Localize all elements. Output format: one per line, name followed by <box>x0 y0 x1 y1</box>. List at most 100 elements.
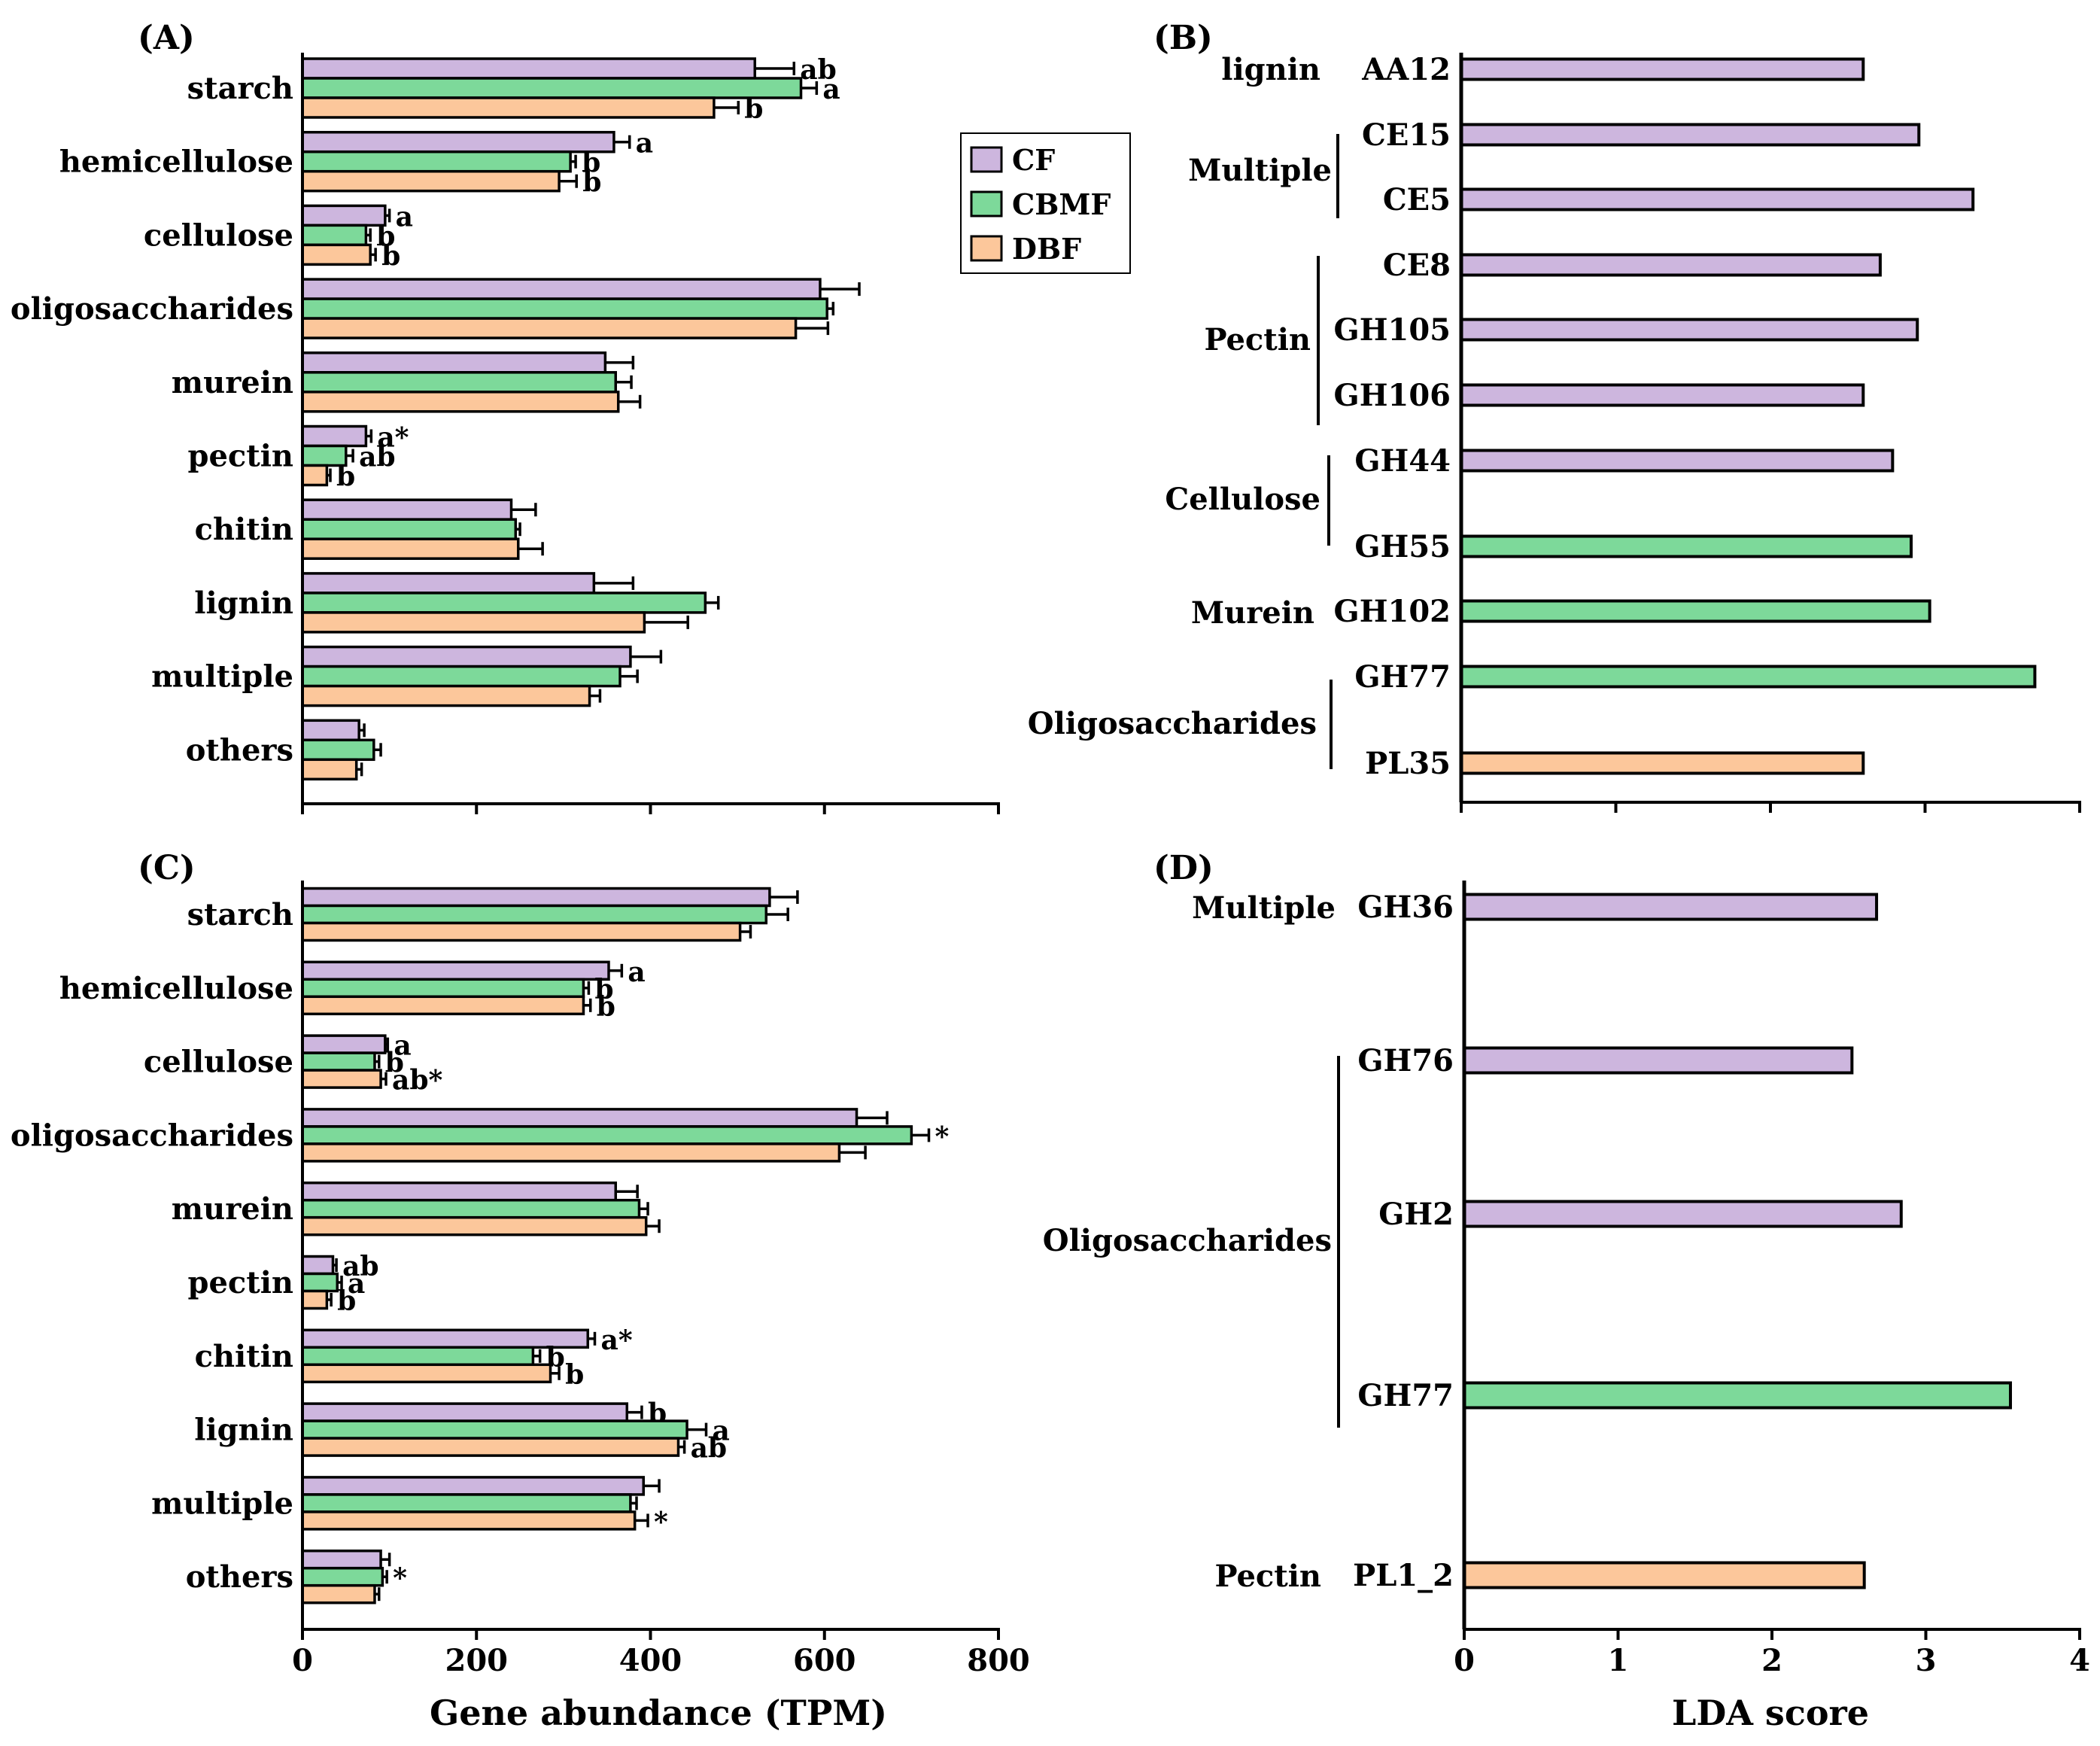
category-label-pectin: pectin <box>187 1265 293 1300</box>
significance-label-dbf-chitin: b <box>565 1359 584 1391</box>
x-tick-label-1: 1 <box>1608 1643 1629 1678</box>
group-label-multiple: Multiple <box>1192 890 1336 926</box>
bar-dbf-pectin <box>301 1289 329 1310</box>
feature-label-gh44: GH44 <box>1354 443 1451 479</box>
bar-cbmf-lignin <box>301 1419 688 1440</box>
x-tick-label-3: 3 <box>1916 1643 1937 1678</box>
x-tick-label-400: 400 <box>619 1643 682 1678</box>
bar-dbf-chitin <box>301 1363 552 1384</box>
bar-cf-multiple <box>301 1476 645 1496</box>
legend-swatch-cbmf <box>970 190 1003 217</box>
bar-dbf-lignin <box>301 1437 680 1457</box>
lda-bar-gh105 <box>1460 318 1919 342</box>
category-label-cellulose: cellulose <box>144 217 293 253</box>
bar-cbmf-others <box>301 738 375 762</box>
bar-cf-lignin <box>301 1402 629 1422</box>
feature-label-gh55: GH55 <box>1354 529 1451 564</box>
panel-c-label: (C) <box>138 849 196 887</box>
significance-label-dbf-pectin: b <box>336 461 355 493</box>
significance-label-cbmf-others: * <box>393 1562 407 1594</box>
category-label-hemicellulose: hemicellulose <box>59 144 293 180</box>
significance-label-cbmf-pectin: a <box>348 1268 365 1300</box>
bar-dbf-oligosaccharides <box>301 317 798 339</box>
feature-label-aa12: AA12 <box>1361 52 1451 87</box>
lda-bar-gh55 <box>1460 534 1913 558</box>
category-label-multiple: multiple <box>151 1486 293 1521</box>
bar-cbmf-oligosaccharides <box>301 297 828 320</box>
bar-cf-oligosaccharides <box>301 1108 859 1128</box>
feature-label-ce15: CE15 <box>1362 117 1451 153</box>
significance-label-cf-chitin: a* <box>601 1325 633 1356</box>
lda-bar-ce15 <box>1460 123 1921 147</box>
bar-cbmf-oligosaccharides <box>301 1125 913 1145</box>
category-label-cellulose: cellulose <box>144 1045 293 1080</box>
bar-cf-others <box>301 1549 382 1570</box>
bar-cf-starch <box>301 887 771 908</box>
bar-cf-hemicellulose <box>301 130 615 154</box>
bar-cf-cellulose <box>301 204 387 227</box>
significance-label-cbmf-hemicellulose: b <box>582 148 600 179</box>
bar-cbmf-hemicellulose <box>301 150 572 173</box>
category-label-multiple: multiple <box>151 659 293 695</box>
bar-dbf-others <box>301 1583 376 1605</box>
bar-cbmf-cellulose <box>301 1051 376 1072</box>
bar-cbmf-multiple <box>301 1493 632 1513</box>
bar-dbf-hemicellulose <box>301 995 585 1016</box>
bar-cf-cellulose <box>301 1034 387 1054</box>
bar-cbmf-murein <box>301 1198 641 1219</box>
x-tick-label-2: 2 <box>1761 1643 1782 1678</box>
bar-cbmf-multiple <box>301 665 621 688</box>
feature-label-ce8: CE8 <box>1383 248 1451 283</box>
legend-label-cf: CF <box>1012 143 1055 177</box>
significance-label-dbf-pectin: b <box>337 1285 356 1317</box>
category-label-murein: murein <box>172 1191 293 1227</box>
lda-bar-gh102 <box>1460 599 1931 623</box>
feature-label-gh102: GH102 <box>1334 594 1451 629</box>
significance-label-cf-pectin: a* <box>377 422 409 454</box>
bar-dbf-multiple <box>301 684 591 707</box>
lda-bar-ce5 <box>1460 187 1975 211</box>
group-label-pectin: Pectin <box>1214 1559 1321 1594</box>
bar-dbf-oligosaccharides <box>301 1142 841 1163</box>
significance-label-cbmf-cellulose: b <box>376 221 395 252</box>
bar-cbmf-chitin <box>301 1346 535 1367</box>
lda-bar-gh44 <box>1460 449 1895 473</box>
significance-label-cf-cellulose: a <box>396 201 413 233</box>
bar-cbmf-murein <box>301 371 617 394</box>
bar-dbf-multiple <box>301 1510 637 1531</box>
significance-label-cf-pectin: ab <box>342 1251 379 1282</box>
panel-a-label: (A) <box>138 19 195 57</box>
feature-label-gh77: GH77 <box>1354 659 1451 695</box>
bar-cbmf-hemicellulose <box>301 978 585 999</box>
feature-label-ce5: CE5 <box>1383 182 1451 217</box>
significance-label-cbmf-oligosaccharides: * <box>935 1121 950 1152</box>
bar-cf-oligosaccharides <box>301 278 822 300</box>
legend-swatch-dbf <box>970 235 1003 262</box>
feature-label-gh36: GH36 <box>1357 890 1454 925</box>
lda-bar-gh2 <box>1463 1200 1903 1228</box>
bar-dbf-lignin <box>301 611 646 634</box>
feature-label-gh76: GH76 <box>1357 1043 1454 1078</box>
significance-label-dbf-cellulose: ab* <box>392 1065 442 1097</box>
group-label-oligosaccharides: Oligosaccharides <box>1043 1223 1332 1258</box>
legend: CF CBMF DBF <box>960 132 1131 274</box>
category-label-starch: starch <box>187 71 293 106</box>
panel-c: (C) Gene abundance (TPM) starch hemicellu… <box>11 849 1030 1733</box>
x-tick-label-800: 800 <box>967 1643 1030 1678</box>
category-label-lignin: lignin <box>194 1413 293 1448</box>
significance-label-cbmf-cellulose: b <box>385 1048 404 1079</box>
x-tick-label-0: 0 <box>1454 1643 1475 1678</box>
panel-a: (A) starchababhemicelluloseabbcellulosea… <box>11 19 1000 814</box>
lda-bar-ce8 <box>1460 253 1882 277</box>
significance-label-dbf-lignin: ab <box>691 1433 728 1465</box>
category-label-oligosaccharides: oligosaccharides <box>11 291 293 327</box>
significance-label-dbf-hemicellulose: b <box>597 991 615 1023</box>
bar-cf-hemicellulose <box>301 960 610 981</box>
x-tick-label-0: 0 <box>292 1643 313 1678</box>
lda-bar-gh106 <box>1460 383 1865 407</box>
bar-cbmf-others <box>301 1566 384 1587</box>
legend-swatch-cf <box>970 146 1003 173</box>
bar-dbf-cellulose <box>301 243 372 266</box>
significance-label-cf-hemicellulose: a <box>628 957 645 988</box>
